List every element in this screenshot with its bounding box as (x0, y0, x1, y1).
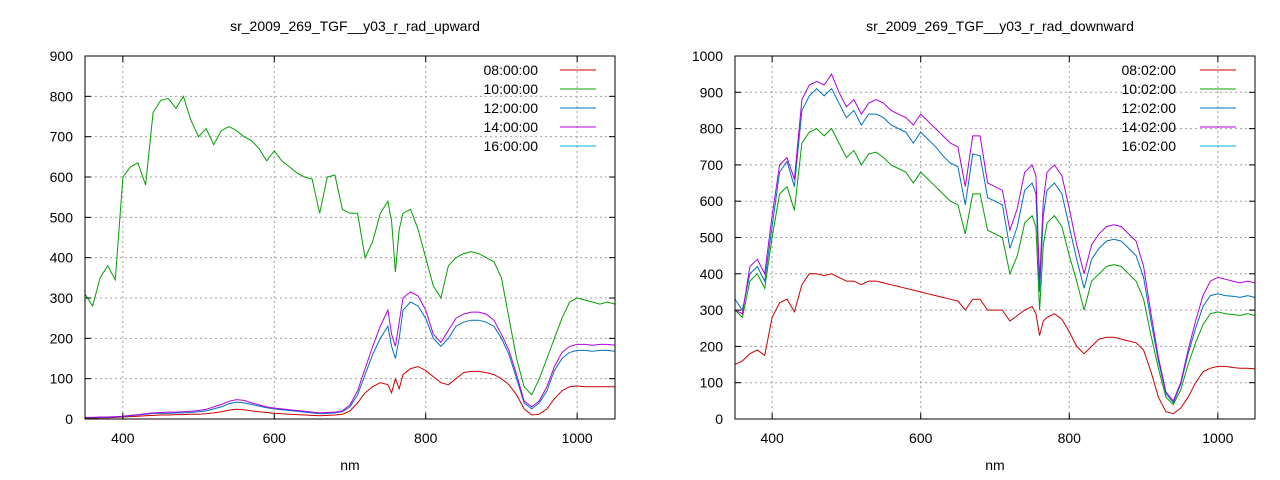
y-tick-label: 100 (700, 375, 724, 391)
y-tick-label: 900 (50, 48, 74, 64)
x-axis-label: nm (340, 457, 359, 473)
y-tick-label: 100 (50, 371, 74, 387)
x-tick-label: 600 (909, 430, 933, 446)
x-tick-label: 800 (1058, 430, 1082, 446)
legend-label: 12:02:00 (1122, 100, 1177, 116)
y-tick-label: 600 (50, 169, 74, 185)
x-tick-label: 400 (760, 430, 784, 446)
legend-label: 08:00:00 (484, 62, 539, 78)
y-tick-label: 700 (50, 129, 74, 145)
y-tick-label: 0 (65, 411, 73, 427)
series-line-14:02:00 (734, 73, 1256, 402)
series-line-08:02:00 (734, 273, 1256, 415)
upward-radiance-chart: 400 600 800 1000 0 100 200 300 400 500 600 700 800 90… (50, 18, 616, 473)
legend-label: 14:00:00 (484, 119, 539, 135)
legend-label: 10:00:00 (484, 81, 539, 97)
x-axis-label: nm (985, 457, 1004, 473)
y-tick-label: 500 (700, 230, 724, 246)
legend-label: 10:02:00 (1122, 81, 1177, 97)
series-line-10:02:00 (734, 127, 1256, 406)
y-tick-label: 200 (700, 338, 724, 354)
y-tick-label: 400 (700, 266, 724, 282)
series-line-12:00:00 (85, 301, 616, 419)
y-tick-label: 800 (50, 88, 74, 104)
legend-label: 08:02:00 (1122, 62, 1177, 78)
series-line-12:02:00 (734, 87, 1256, 404)
x-tick-label: 800 (414, 430, 438, 446)
y-tick-label: 800 (700, 121, 724, 137)
x-tick-label: 600 (263, 430, 287, 446)
chart-title: sr_2009_269_TGF__y03_r_rad_downward (866, 18, 1134, 34)
legend-label: 12:00:00 (484, 100, 539, 116)
y-tick-label: 200 (50, 330, 74, 346)
series-line-08:00:00 (85, 366, 615, 419)
chart-title: sr_2009_269_TGF__y03_r_rad_upward (230, 18, 480, 34)
series-line-14:00:00 (85, 291, 616, 418)
y-tick-label: 300 (50, 290, 74, 306)
legend-label: 14:02:00 (1122, 119, 1177, 135)
y-tick-label: 500 (50, 209, 74, 225)
y-tick-label: 900 (700, 84, 724, 100)
y-tick-label: 0 (715, 411, 723, 427)
y-tick-label: 600 (700, 193, 724, 209)
y-tick-label: 700 (700, 157, 724, 173)
x-tick-label: 400 (111, 430, 135, 446)
y-tick-label: 300 (700, 302, 724, 318)
x-tick-label: 1000 (562, 430, 593, 446)
plot-frame (84, 55, 616, 420)
legend-label: 16:00:00 (484, 138, 539, 154)
y-tick-label: 1000 (692, 48, 723, 64)
x-tick-label: 1000 (1202, 430, 1233, 446)
downward-radiance-chart: 400 600 800 1000 0 100 200 300 400 500 600 700 800 90… (692, 18, 1256, 473)
legend-label: 16:02:00 (1122, 138, 1177, 154)
series-line-10:00:00 (84, 95, 616, 396)
y-tick-label: 400 (50, 250, 74, 266)
